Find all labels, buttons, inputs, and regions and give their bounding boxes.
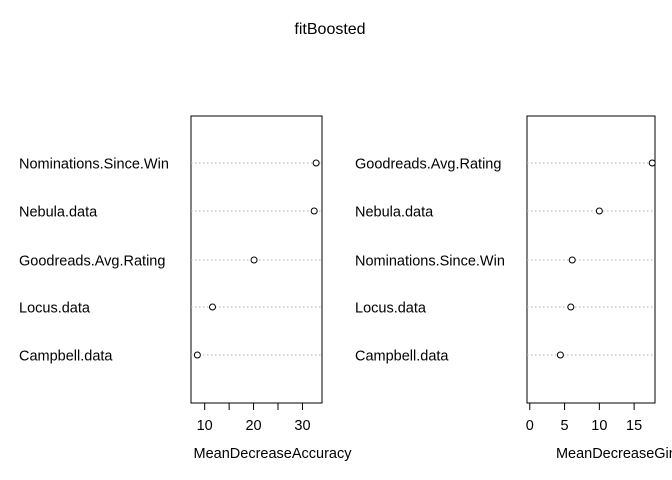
x-axis-label: MeanDecreaseAccuracy xyxy=(194,446,353,462)
row-label: Campbell.data xyxy=(355,349,449,365)
row-label: Goodreads.Avg.Rating xyxy=(355,157,501,173)
row-label: Nebula.data xyxy=(355,205,434,221)
x-tick-label: 30 xyxy=(294,418,310,434)
data-point xyxy=(556,351,564,359)
panel-accuracy: Nominations.Since.Win Nebula.data Goodread… xyxy=(19,115,353,462)
row-label: Nominations.Since.Win xyxy=(19,157,169,173)
x-axis-label: MeanDecreaseGini xyxy=(556,446,672,462)
data-point xyxy=(250,256,258,264)
x-tick-label: 10 xyxy=(591,418,607,434)
x-tick-label: 10 xyxy=(197,418,213,434)
data-point xyxy=(595,207,603,215)
data-point xyxy=(310,207,318,215)
data-point xyxy=(209,303,217,311)
data-point xyxy=(567,303,575,311)
x-tick-label: 15 xyxy=(626,418,642,434)
x-tick-label: 5 xyxy=(561,418,569,434)
data-point xyxy=(648,159,656,167)
data-point xyxy=(568,256,576,264)
row-label: Locus.data xyxy=(19,301,91,317)
data-point xyxy=(193,351,201,359)
row-label: Locus.data xyxy=(355,301,427,317)
panel-gini: Goodreads.Avg.Rating Nebula.data Nominatio… xyxy=(355,115,672,462)
chart-title: fitBoosted xyxy=(294,21,365,38)
x-tick-label: 20 xyxy=(245,418,261,434)
row-label: Campbell.data xyxy=(19,349,113,365)
row-label: Goodreads.Avg.Rating xyxy=(19,254,165,270)
row-label: Nebula.data xyxy=(19,205,98,221)
x-tick-label: 0 xyxy=(526,418,534,434)
row-label: Nominations.Since.Win xyxy=(355,254,505,270)
data-point xyxy=(312,159,320,167)
